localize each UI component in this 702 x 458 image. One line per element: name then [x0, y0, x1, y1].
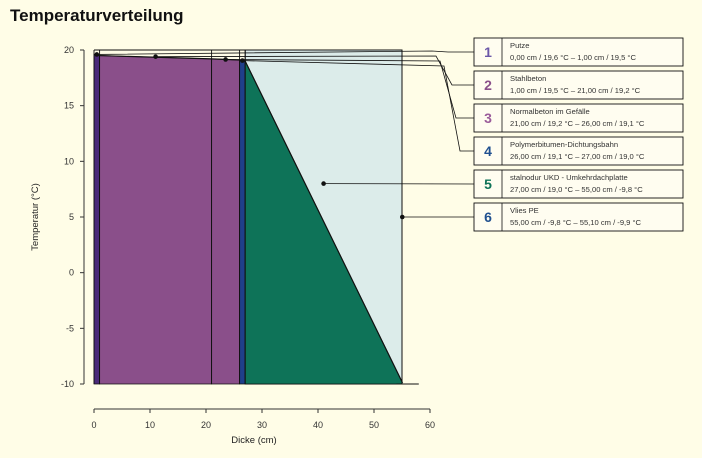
temperature-profile-line: [93, 53, 404, 384]
legend-layer-range: 55,00 cm / -9,8 °C – 55,10 cm / -9,9 °C: [510, 218, 642, 227]
legend-layer-name: Polymerbitumen-Dichtungsbahn: [510, 140, 618, 149]
legend-item-1: [473, 37, 684, 67]
axes: -10 -5 0 5 10 15 20 0 10 20 30 40 50 60 Dicke (cm) Temp…: [30, 45, 435, 446]
legend-anchor-dot: [240, 58, 245, 63]
layer-3-area: [211, 58, 241, 385]
chart-title: Temperaturverteilung: [10, 6, 184, 25]
y-tick-label: 20: [64, 45, 74, 55]
legend-leader-line: [96, 50, 474, 55]
layer-4-area: [239, 59, 246, 385]
x-tick-label: 0: [91, 420, 96, 430]
x-tick-label: 60: [425, 420, 435, 430]
legend-leader-line: [242, 60, 474, 152]
legend-item-4: [473, 136, 684, 166]
legend-item-6: [473, 202, 684, 232]
legend-anchor-dot: [94, 52, 100, 57]
legend-number: 5: [484, 176, 492, 192]
legend-number: 2: [484, 77, 492, 93]
legend-layer-range: 1,00 cm / 19,5 °C – 21,00 cm / 19,2 °C: [510, 86, 641, 95]
legend-number: 6: [484, 209, 492, 225]
legend-layer-range: 26,00 cm / 19,1 °C – 27,00 cm / 19,0 °C: [510, 152, 645, 161]
legend-anchor-dot: [153, 54, 158, 59]
legend-number: 4: [484, 143, 492, 159]
x-tick-label: 30: [257, 420, 267, 430]
y-tick-label: 15: [64, 101, 74, 111]
x-tick-label: 40: [313, 420, 323, 430]
x-tick-label: 10: [145, 420, 155, 430]
y-tick-label: 0: [69, 268, 74, 278]
layer-1-area: [93, 53, 100, 385]
legend: 1 Putze 0,00 cm / 19,6 °C – 1,00 cm / 19,5…: [94, 37, 684, 232]
x-tick-label: 50: [369, 420, 379, 430]
legend-layer-name: stalnodur UKD - Umkehrdachplatte: [510, 173, 628, 182]
legend-item-3: [473, 103, 684, 133]
legend-number: 1: [484, 44, 492, 60]
y-tick-label: -10: [61, 379, 74, 389]
y-tick-label: 10: [64, 156, 74, 166]
x-tick-label: 20: [201, 420, 211, 430]
legend-anchor-dot: [223, 57, 228, 62]
legend-layer-range: 21,00 cm / 19,2 °C – 26,00 cm / 19,1 °C: [510, 119, 645, 128]
legend-layer-range: 0,00 cm / 19,6 °C – 1,00 cm / 19,5 °C: [510, 53, 636, 62]
legend-layer-range: 27,00 cm / 19,0 °C – 55,00 cm / -9,8 °C: [510, 185, 643, 194]
legend-item-2: [473, 70, 684, 100]
legend-anchor-dot: [321, 181, 326, 186]
legend-layer-name: Stahlbeton: [510, 74, 546, 83]
layer-areas: [93, 49, 419, 385]
legend-layer-name: Normalbeton im Gefälle: [510, 107, 590, 116]
legend-item-5: [473, 169, 684, 199]
legend-layer-name: Putze: [510, 41, 529, 50]
layer-2-area: [99, 55, 213, 385]
legend-layer-name: Vlies PE: [510, 206, 539, 215]
y-tick-label: -5: [66, 323, 74, 333]
legend-leader-line: [225, 59, 474, 119]
y-axis-label: Temperatur (°C): [30, 183, 41, 251]
legend-anchor-dot: [399, 214, 405, 220]
legend-leader-line: [155, 55, 474, 86]
x-axis-label: Dicke (cm): [231, 435, 276, 446]
legend-number: 3: [484, 110, 492, 126]
y-tick-label: 5: [69, 212, 74, 222]
